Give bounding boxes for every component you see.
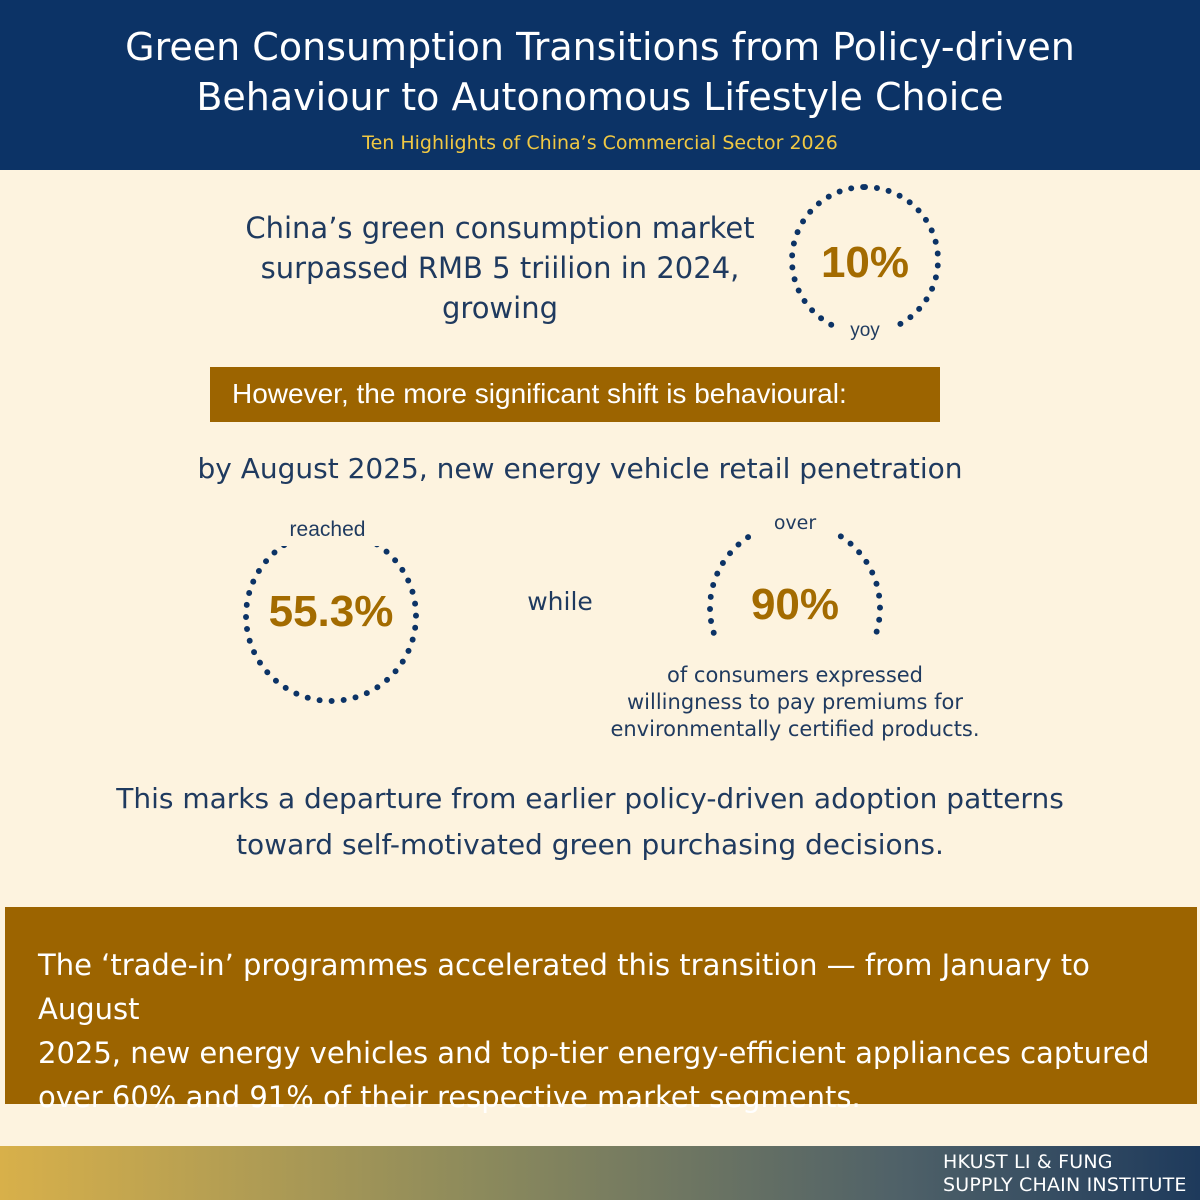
consumer-value: 90% [750, 580, 840, 629]
trade-in-line-2: 2025, new energy vehicles and top-tier e… [38, 1036, 1150, 1070]
trade-in-line-1: The ‘trade-in’ programmes accelerated th… [38, 948, 1090, 1026]
trade-in-line-3: over 60% and 91% of their respective mar… [38, 1080, 861, 1114]
market-line-2: surpassed RMB 5 triilion in 2024, [260, 251, 740, 285]
conclusion-line-2: toward self-motivated green purchasing d… [236, 828, 944, 861]
nev-intro: by August 2025, new energy vehicle retai… [197, 452, 963, 485]
consumer-note-line-3: environmentally certified products. [610, 717, 980, 741]
institute-name-line-1: HKUST LI & FUNG [943, 1151, 1113, 1173]
conclusion-line-1: This marks a departure from earlier poli… [116, 782, 1064, 815]
reached-label: reached [289, 518, 366, 541]
header-bar: Green Consumption Transitions from Polic… [0, 0, 1200, 170]
penetration-value: 55.3% [268, 587, 394, 636]
shift-banner: However, the more significant shift is b… [210, 367, 940, 422]
penetration-ring-gap [276, 510, 386, 546]
institute-name-line-2: SUPPLY CHAIN INSTITUTE [943, 1174, 1187, 1196]
market-line-3: growing [442, 291, 558, 325]
growth-ring-gap [835, 312, 895, 342]
over-label: over [773, 512, 817, 534]
institute-logo-text: HKUST LI & FUNG SUPPLY CHAIN INSTITUTE [943, 1151, 1187, 1197]
trade-in-text: The ‘trade-in’ programmes accelerated th… [38, 943, 1178, 1119]
title-line-2: Behaviour to Autonomous Lifestyle Choice [196, 75, 1004, 119]
market-statement: China’s green consumption market surpass… [180, 208, 820, 328]
page-title: Green Consumption Transitions from Polic… [0, 22, 1200, 122]
consumer-note-line-2: willingness to pay premiums for [627, 690, 963, 714]
consumer-note: of consumers expressed willingness to pa… [590, 662, 1000, 743]
footer-bar: HKUST LI & FUNG SUPPLY CHAIN INSTITUTE [0, 1146, 1200, 1200]
conclusion-text: This marks a departure from earlier poli… [0, 776, 1180, 868]
page-subtitle: Ten Highlights of China’s Commercial Sec… [362, 132, 838, 154]
consumer-ring-gap-bottom [700, 640, 890, 710]
trade-in-box: The ‘trade-in’ programmes accelerated th… [5, 907, 1197, 1114]
growth-unit-label: yoy [850, 320, 880, 341]
market-line-1: China’s green consumption market [245, 211, 755, 245]
consumer-ring-gap-top [755, 505, 835, 535]
title-line-1: Green Consumption Transitions from Polic… [125, 25, 1075, 69]
growth-value: 10% [820, 238, 910, 287]
shift-banner-text: However, the more significant shift is b… [232, 378, 847, 409]
connector-text: while [527, 587, 593, 616]
consumer-note-line-1: of consumers expressed [666, 663, 924, 687]
